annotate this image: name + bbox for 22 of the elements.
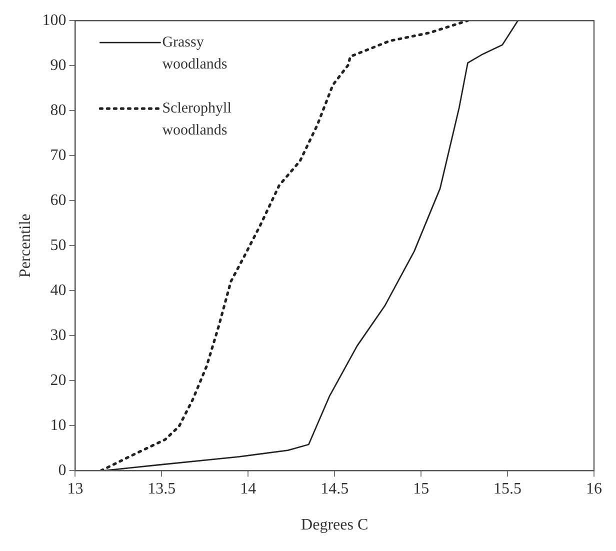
y-axis-title: Percentile xyxy=(16,214,34,278)
y-tick-label: 60 xyxy=(50,192,66,209)
y-tick-label: 50 xyxy=(50,236,66,254)
y-tick-label: 0 xyxy=(58,462,66,479)
y-tick-label: 80 xyxy=(50,102,66,119)
legend-label: Grassy woodlands xyxy=(162,34,228,73)
x-tick-label: 16 xyxy=(586,480,602,498)
x-tick-label: 13 xyxy=(67,480,84,498)
y-tick-label: 40 xyxy=(50,282,66,299)
y-tick-label: 100 xyxy=(42,12,66,29)
y-tick-label: 20 xyxy=(50,372,66,389)
y-tick-label: 10 xyxy=(50,416,66,434)
y-tick-label: 90 xyxy=(50,56,66,74)
x-tick-label: 14.5 xyxy=(320,480,349,498)
y-tick-label: 70 xyxy=(50,146,66,164)
x-axis-title: Degrees C xyxy=(301,516,368,534)
y-tick-label: 30 xyxy=(50,326,66,344)
x-tick-label: 13.5 xyxy=(148,480,176,498)
x-tick-label: 15 xyxy=(413,480,430,498)
legend-label: Sclerophyll woodlands xyxy=(162,100,232,139)
x-tick-label: 15.5 xyxy=(494,480,522,498)
x-tick-label: 14 xyxy=(240,480,256,498)
